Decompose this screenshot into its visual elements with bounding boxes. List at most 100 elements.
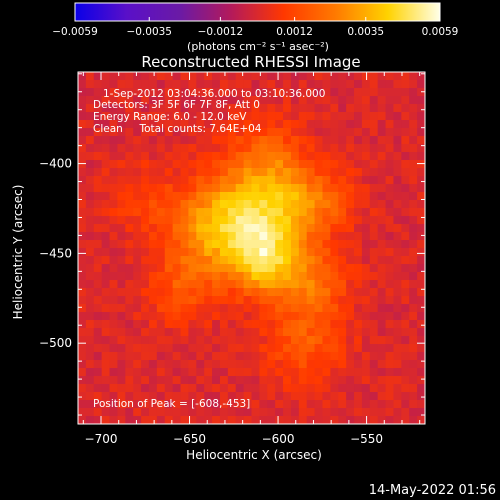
heatmap-cell <box>283 112 292 121</box>
heatmap-cell <box>409 360 418 369</box>
heatmap-cell <box>227 360 237 369</box>
heatmap-cell <box>156 144 166 153</box>
heatmap-cell <box>156 272 166 281</box>
heatmap-cell <box>204 128 213 137</box>
heatmap-cell <box>243 152 253 161</box>
heatmap-cell <box>133 376 142 385</box>
heatmap-cell <box>322 360 331 369</box>
heatmap-cell <box>188 176 197 185</box>
heatmap-cell <box>235 352 245 361</box>
heatmap-cell <box>314 184 324 193</box>
heatmap-cell <box>188 288 197 297</box>
heatmap-cell <box>385 368 395 377</box>
heatmap-cell <box>78 120 87 129</box>
heatmap-cell <box>172 376 182 385</box>
heatmap-cell <box>322 328 331 337</box>
heatmap-cell <box>314 248 324 257</box>
heatmap-cell <box>314 160 324 169</box>
heatmap-cell <box>109 184 119 193</box>
heatmap-cell <box>235 160 245 169</box>
heatmap-cell <box>377 168 387 177</box>
heatmap-cell <box>117 328 126 337</box>
heatmap-cell <box>267 200 276 209</box>
heatmap-cell <box>275 368 284 377</box>
heatmap-cell <box>354 368 363 377</box>
heatmap-cell <box>330 120 339 129</box>
heatmap-cell <box>377 408 387 417</box>
heatmap-cell <box>172 392 182 401</box>
heatmap-cell <box>306 112 316 121</box>
heatmap-cell <box>306 312 316 321</box>
heatmap-cell <box>314 256 324 265</box>
heatmap-cell <box>196 384 205 393</box>
heatmap-cell <box>227 384 237 393</box>
heatmap-cell <box>212 152 221 161</box>
heatmap-cell <box>409 232 418 241</box>
heatmap-cell <box>361 144 371 153</box>
heatmap-cell <box>354 312 363 321</box>
heatmap-cell <box>259 200 268 209</box>
heatmap-cell <box>267 152 276 161</box>
heatmap-cell <box>196 392 205 401</box>
heatmap-cell <box>377 376 387 385</box>
heatmap-cell <box>314 304 324 313</box>
heatmap-cell <box>148 248 158 257</box>
heatmap-cell <box>338 384 347 393</box>
heatmap-cell <box>354 272 363 281</box>
heatmap-cell <box>401 400 410 409</box>
heatmap-cell <box>306 288 316 297</box>
heatmap-cell <box>133 272 142 281</box>
heatmap-cell <box>393 160 402 169</box>
heatmap-cell <box>306 96 316 105</box>
heatmap-cell <box>196 264 205 273</box>
heatmap-cell <box>393 288 402 297</box>
heatmap-cell <box>117 360 126 369</box>
heatmap-cell <box>385 336 395 345</box>
heatmap-cell <box>314 376 324 385</box>
heatmap-cell <box>417 320 425 329</box>
heatmap-cell <box>259 336 268 345</box>
heatmap-cell <box>227 376 237 385</box>
heatmap-cell <box>164 208 174 217</box>
heatmap-cell <box>101 152 111 161</box>
heatmap-cell <box>314 152 324 161</box>
heatmap-cell <box>196 320 205 329</box>
heatmap-cell <box>377 352 387 361</box>
heatmap-cell <box>306 256 316 265</box>
heatmap-cell <box>219 104 229 113</box>
heatmap-cell <box>322 128 331 137</box>
heatmap-cell <box>188 408 197 417</box>
heatmap-cell <box>377 280 387 289</box>
heatmap-cell <box>78 368 87 377</box>
heatmap-cell <box>188 88 197 97</box>
heatmap-cell <box>369 72 379 81</box>
heatmap-cell <box>117 408 126 417</box>
heatmap-cell <box>361 112 371 121</box>
heatmap-cell <box>346 312 355 321</box>
heatmap-cell <box>85 376 95 385</box>
heatmap-cell <box>346 240 355 249</box>
heatmap-cell <box>93 248 103 257</box>
heatmap-cell <box>322 312 331 321</box>
heatmap-cell <box>417 184 425 193</box>
heatmap-cell <box>164 104 174 113</box>
heatmap-cell <box>212 72 221 81</box>
heatmap-cell <box>346 176 355 185</box>
heatmap-cell <box>212 232 221 241</box>
heatmap-cell <box>212 136 221 145</box>
heatmap-cell <box>109 344 119 353</box>
heatmap-cell <box>275 256 284 265</box>
heatmap-cell <box>290 168 300 177</box>
heatmap-cell <box>243 192 253 201</box>
heatmap-cell <box>306 368 316 377</box>
heatmap-cell <box>306 344 316 353</box>
heatmap-cell <box>322 344 331 353</box>
heatmap-cell <box>306 352 316 361</box>
heatmap-cell <box>393 376 402 385</box>
heatmap-cell <box>290 160 300 169</box>
heatmap-cell <box>417 280 425 289</box>
heatmap-cell <box>401 136 410 145</box>
heatmap-cell <box>125 144 134 153</box>
heatmap-cell <box>125 240 134 249</box>
heatmap-cell <box>290 304 300 313</box>
